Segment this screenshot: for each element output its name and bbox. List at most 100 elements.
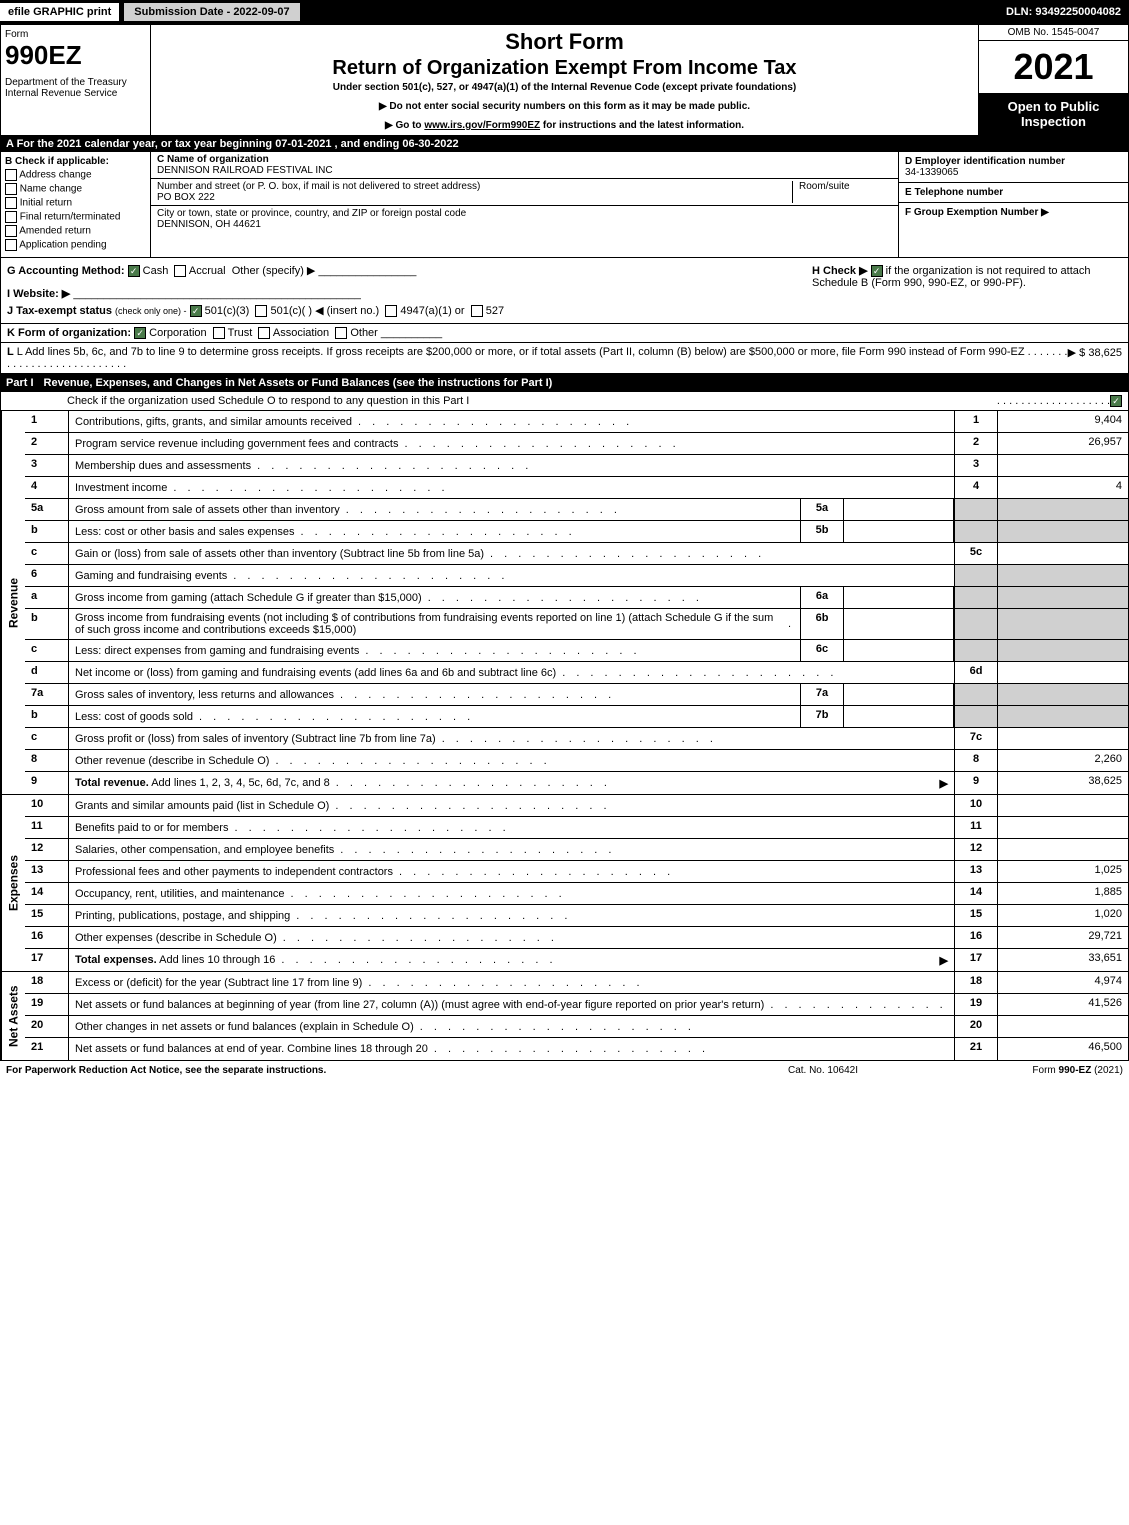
line-desc: Printing, publications, postage, and shi…: [69, 905, 954, 926]
cat-no: Cat. No. 10642I: [723, 1065, 923, 1076]
col-ref: 19: [954, 994, 998, 1015]
line-number: 8: [25, 750, 69, 771]
return-title: Return of Organization Exempt From Incom…: [155, 57, 974, 80]
check-application-pending[interactable]: Application pending: [5, 239, 146, 251]
line-value: [998, 1016, 1128, 1037]
line-value: [998, 839, 1128, 860]
value-shaded: [998, 587, 1128, 608]
line-desc: Other expenses (describe in Schedule O).…: [69, 927, 954, 948]
col-ref: 16: [954, 927, 998, 948]
col-ref: 21: [954, 1038, 998, 1060]
line-7a: 7aGross sales of inventory, less returns…: [25, 684, 1128, 706]
line-number: 19: [25, 994, 69, 1015]
form-header: Form 990EZ Department of the Treasury In…: [0, 24, 1129, 136]
dln: DLN: 93492250004082: [1006, 6, 1129, 18]
line-number: 4: [25, 477, 69, 498]
col-ref-shaded: [954, 609, 998, 639]
check-final-return[interactable]: Final return/terminated: [5, 211, 146, 223]
line-desc: Grants and similar amounts paid (list in…: [69, 795, 954, 816]
line-number: c: [25, 543, 69, 564]
line-number: 16: [25, 927, 69, 948]
arrow-icon: ▶: [940, 954, 948, 967]
irs-link[interactable]: www.irs.gov/Form990EZ: [424, 120, 540, 131]
line-value: 33,651: [998, 949, 1128, 971]
line-9: 9Total revenue. Add lines 1, 2, 3, 4, 5c…: [25, 772, 1128, 794]
sub-value: [844, 587, 954, 608]
line-18: 18Excess or (deficit) for the year (Subt…: [25, 972, 1128, 994]
value-shaded: [998, 521, 1128, 542]
line-13: 13Professional fees and other payments t…: [25, 861, 1128, 883]
line-number: 21: [25, 1038, 69, 1060]
col-ref: 2: [954, 433, 998, 454]
form-number: 990EZ: [5, 40, 146, 71]
section-c: C Name of organization DENNISON RAILROAD…: [151, 152, 898, 257]
ein-label: D Employer identification number: [905, 156, 1065, 167]
sub-value: [844, 499, 954, 520]
line-desc: Net assets or fund balances at beginning…: [69, 994, 954, 1015]
line-value: 4: [998, 477, 1128, 498]
col-ref: 8: [954, 750, 998, 771]
line-number: 3: [25, 455, 69, 476]
check-name-change[interactable]: Name change: [5, 183, 146, 195]
line-number: 7a: [25, 684, 69, 705]
line-value: 1,025: [998, 861, 1128, 882]
sub-line-ref: 7a: [800, 684, 844, 705]
line-desc: Gross profit or (loss) from sales of inv…: [69, 728, 954, 749]
arrow-icon: ▶: [940, 777, 948, 790]
check-initial-return[interactable]: Initial return: [5, 197, 146, 209]
col-ref: 17: [954, 949, 998, 971]
line-desc: Gain or (loss) from sale of assets other…: [69, 543, 954, 564]
col-ref-shaded: [954, 706, 998, 727]
col-ref: 15: [954, 905, 998, 926]
check-amended-return[interactable]: Amended return: [5, 225, 146, 237]
section-i: I Website: ▶ ___________________________…: [7, 287, 812, 300]
info-grid: B Check if applicable: Address change Na…: [0, 152, 1129, 258]
instr-prefix: ▶ Go to: [385, 120, 424, 131]
line-desc: Investment income. . . . . . . . . . . .…: [69, 477, 954, 498]
department-label: Department of the Treasury Internal Reve…: [5, 77, 146, 99]
section-j: J Tax-exempt status (check only one) - ✓…: [7, 304, 812, 317]
line-desc: Total expenses. Add lines 10 through 16.…: [69, 949, 954, 971]
check-address-change[interactable]: Address change: [5, 169, 146, 181]
col-ref-shaded: [954, 640, 998, 661]
tax-year: 2021: [979, 41, 1128, 93]
line-2: 2Program service revenue including gover…: [25, 433, 1128, 455]
line-value: [998, 795, 1128, 816]
col-ref-shaded: [954, 521, 998, 542]
value-shaded: [998, 499, 1128, 520]
section-k: K Form of organization: ✓ Corporation Tr…: [0, 324, 1129, 343]
line-value: 46,500: [998, 1038, 1128, 1060]
phone-label: E Telephone number: [905, 187, 1003, 198]
sub-value: [844, 521, 954, 542]
line-desc: Excess or (deficit) for the year (Subtra…: [69, 972, 954, 993]
line-desc: Less: cost of goods sold. . . . . . . . …: [69, 706, 800, 727]
line-number: 15: [25, 905, 69, 926]
org-name: DENNISON RAILROAD FESTIVAL INC: [157, 165, 333, 176]
sub-line-ref: 5a: [800, 499, 844, 520]
line-number: d: [25, 662, 69, 683]
revenue-table: Revenue 1Contributions, gifts, grants, a…: [0, 411, 1129, 795]
col-ref-shaded: [954, 684, 998, 705]
value-shaded: [998, 706, 1128, 727]
check-icon: ✓: [128, 265, 140, 277]
line-desc: Other revenue (describe in Schedule O). …: [69, 750, 954, 771]
instr-no-ssn: ▶ Do not enter social security numbers o…: [155, 101, 974, 112]
line-number: 12: [25, 839, 69, 860]
line-desc: Less: direct expenses from gaming and fu…: [69, 640, 800, 661]
section-a: A For the 2021 calendar year, or tax yea…: [0, 136, 1129, 152]
instr-goto: ▶ Go to www.irs.gov/Form990EZ for instru…: [155, 120, 974, 131]
line-desc: Net income or (loss) from gaming and fun…: [69, 662, 954, 683]
line-value: [998, 817, 1128, 838]
line-c: cLess: direct expenses from gaming and f…: [25, 640, 1128, 662]
checkbox-icon: [258, 327, 270, 339]
col-ref: 10: [954, 795, 998, 816]
street: PO BOX 222: [157, 192, 215, 203]
line-desc: Contributions, gifts, grants, and simila…: [69, 411, 954, 432]
efile-print-label[interactable]: efile GRAPHIC print: [0, 3, 119, 21]
street-label: Number and street (or P. O. box, if mail…: [157, 181, 480, 192]
sub-line-ref: 6a: [800, 587, 844, 608]
line-number: 5a: [25, 499, 69, 520]
line-number: 11: [25, 817, 69, 838]
checkbox-icon: [5, 183, 17, 195]
check-icon: ✓: [1110, 395, 1122, 407]
